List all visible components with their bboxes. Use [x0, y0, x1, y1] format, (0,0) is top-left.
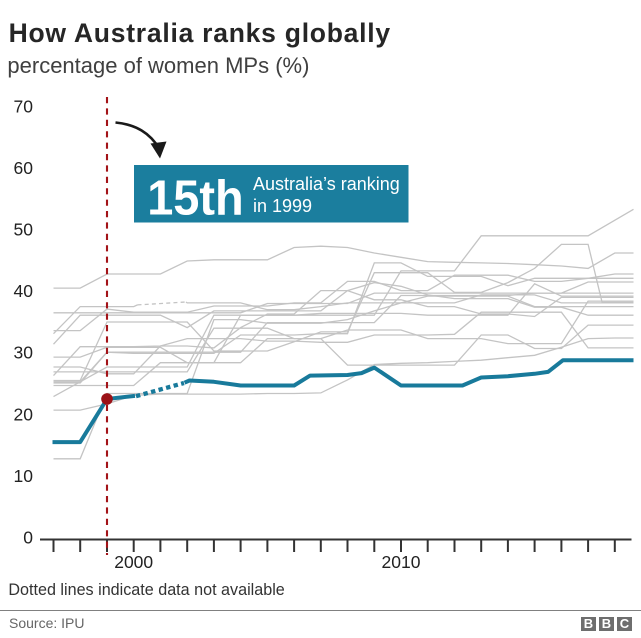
svg-text:Australia’s ranking: Australia’s ranking: [253, 174, 400, 194]
svg-text:20: 20: [14, 404, 34, 424]
svg-text:2000: 2000: [114, 552, 153, 572]
svg-text:60: 60: [14, 158, 34, 178]
svg-text:0: 0: [23, 528, 33, 548]
svg-text:40: 40: [14, 281, 34, 301]
svg-text:15th: 15th: [147, 171, 244, 226]
svg-text:50: 50: [14, 220, 34, 240]
svg-text:in 1999: in 1999: [253, 196, 312, 216]
svg-text:30: 30: [14, 343, 34, 363]
svg-text:2010: 2010: [382, 552, 421, 572]
svg-text:10: 10: [14, 466, 34, 486]
svg-text:70: 70: [14, 96, 34, 116]
